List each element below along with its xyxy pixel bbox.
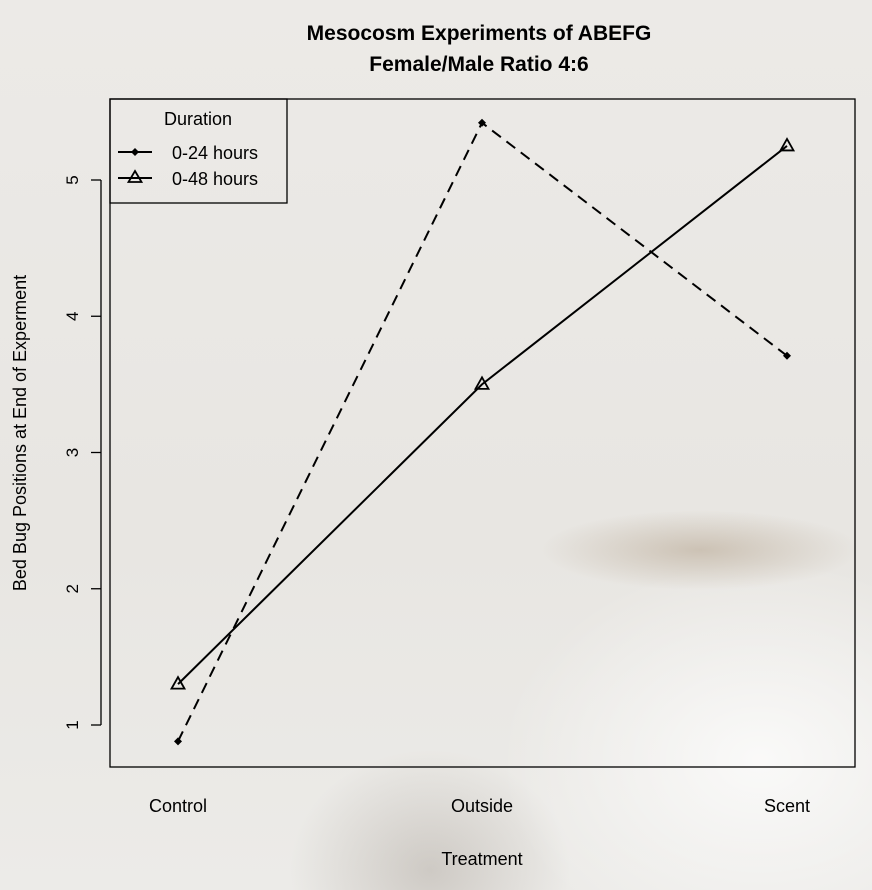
y-tick-label: 2 xyxy=(63,584,82,593)
legend-label-0-48-hours: 0-48 hours xyxy=(172,169,258,189)
legend-entry-0-48-hours: 0-48 hours xyxy=(118,169,258,189)
y-axis: 1 2 3 4 5 xyxy=(63,175,102,730)
y-axis-label: Bed Bug Positions at End of Experment xyxy=(10,275,30,591)
chart-title: Mesocosm Experiments of ABEFG xyxy=(307,22,652,45)
x-axis: Control Outside Scent xyxy=(149,796,810,816)
data-point-0-48-hours xyxy=(778,137,796,152)
data-point-0-48-hours xyxy=(169,675,187,690)
legend-label-0-24-hours: 0-24 hours xyxy=(172,143,258,163)
plot-area-frame xyxy=(109,98,856,768)
series-line-0-48-hours xyxy=(177,145,788,685)
legend-title: Duration xyxy=(164,109,232,129)
series-line-0-24-hours xyxy=(177,121,788,742)
x-tick-label: Outside xyxy=(451,796,513,816)
y-tick-label: 4 xyxy=(63,312,82,321)
y-tick-label: 3 xyxy=(63,448,82,457)
x-tick-label: Control xyxy=(149,796,207,816)
x-axis-label: Treatment xyxy=(441,849,522,869)
chart-subtitle: Female/Male Ratio 4:6 xyxy=(369,53,588,76)
data-point-0-24-hours xyxy=(783,351,791,360)
series-layer xyxy=(169,118,796,746)
y-tick-label: 5 xyxy=(63,175,82,184)
y-tick-label: 1 xyxy=(63,720,82,729)
data-point-0-48-hours xyxy=(473,375,491,390)
x-tick-label: Scent xyxy=(764,796,810,816)
legend-triangle-marker xyxy=(126,169,144,183)
legend-entry-0-24-hours: 0-24 hours xyxy=(118,143,258,163)
legend: Duration 0-24 hours 0-48 hours xyxy=(109,98,288,204)
legend-box xyxy=(109,98,288,204)
legend-diamond-marker xyxy=(131,148,139,156)
data-point-0-24-hours xyxy=(478,118,486,127)
data-point-0-24-hours xyxy=(174,737,182,746)
